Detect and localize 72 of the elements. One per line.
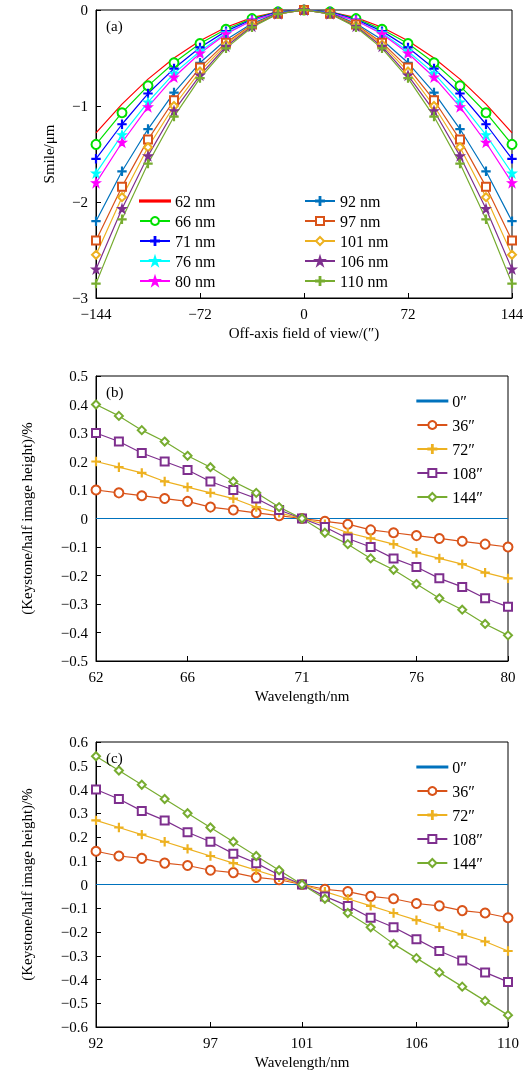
y-tick-label: −0.3 bbox=[60, 947, 88, 964]
legend-label: 108″ bbox=[452, 830, 484, 848]
legend-label: 80 nm bbox=[175, 272, 216, 290]
y-tick-label: 0.3 bbox=[69, 425, 88, 441]
y-tick-label: −0.4 bbox=[60, 971, 89, 988]
x-tick-label: 71 bbox=[294, 668, 310, 685]
x-tick-label: −72 bbox=[188, 305, 212, 322]
y-tick-label: 0.5 bbox=[69, 757, 88, 774]
y-tick-label: 0.3 bbox=[69, 805, 88, 822]
legend-label: 144″ bbox=[452, 854, 484, 872]
x-tick-label: 92 bbox=[88, 1034, 104, 1051]
y-tick-label: −0.4 bbox=[60, 624, 89, 641]
y-tick-label: 0.5 bbox=[69, 368, 88, 384]
legend-label: 36″ bbox=[452, 416, 476, 434]
x-tick-label: 97 bbox=[202, 1034, 219, 1051]
y-tick-label: −0.1 bbox=[60, 900, 88, 917]
legend-label: 36″ bbox=[452, 782, 476, 800]
y-tick-label: 0.6 bbox=[69, 734, 89, 750]
x-tick-label: 72 bbox=[400, 305, 416, 322]
legend-label: 92 nm bbox=[340, 192, 381, 210]
y-tick-label: −0.5 bbox=[60, 995, 88, 1012]
annotation: (c) bbox=[106, 749, 123, 767]
legend-label: 101 nm bbox=[340, 232, 389, 250]
y-tick-label: −0.2 bbox=[60, 567, 88, 584]
legend-label: 108″ bbox=[452, 464, 484, 482]
y-tick-label: 0.1 bbox=[69, 482, 88, 498]
x-tick-label: 144 bbox=[500, 305, 524, 322]
y-tick-label: −0.6 bbox=[60, 1019, 89, 1035]
legend-label: 0″ bbox=[452, 758, 468, 776]
y-axis-title: Smile/μm bbox=[40, 124, 57, 184]
y-tick-label: −0.2 bbox=[60, 924, 88, 940]
y-tick-label: −0.1 bbox=[60, 539, 88, 555]
y-tick-label: −2 bbox=[72, 194, 88, 210]
x-axis-title: Wavelength/nm bbox=[254, 1054, 350, 1071]
y-tick-label: 0.4 bbox=[69, 781, 89, 798]
legend-label: 62 nm bbox=[175, 192, 216, 210]
y-tick-label: 0.4 bbox=[69, 396, 89, 413]
y-tick-label: −0.5 bbox=[60, 653, 88, 669]
x-tick-label: 76 bbox=[408, 668, 425, 685]
legend-label: 97 nm bbox=[340, 212, 381, 230]
x-axis-title: Wavelength/nm bbox=[254, 688, 350, 705]
x-tick-label: 62 bbox=[88, 668, 104, 685]
y-tick-label: 0 bbox=[80, 876, 88, 893]
legend-label: 72″ bbox=[452, 806, 476, 824]
x-tick-label: 0 bbox=[300, 305, 308, 322]
legend-label: 106 nm bbox=[340, 252, 389, 270]
y-tick-label: 0.1 bbox=[69, 852, 88, 869]
y-tick-label: −3 bbox=[72, 290, 88, 306]
y-tick-label: −1 bbox=[72, 98, 88, 114]
legend-label: 110 nm bbox=[340, 272, 389, 290]
x-tick-label: 80 bbox=[500, 668, 516, 685]
x-tick-label: 101 bbox=[290, 1034, 314, 1051]
x-tick-label: 110 bbox=[497, 1034, 519, 1051]
x-tick-label: 106 bbox=[405, 1034, 429, 1051]
x-axis-title: Off-axis field of view/(″) bbox=[228, 325, 380, 343]
y-tick-label: 0.2 bbox=[69, 829, 88, 845]
x-tick-label: 66 bbox=[180, 668, 196, 685]
y-axis-title: (Keystone/half image height)/% bbox=[18, 788, 36, 981]
legend-label: 76 nm bbox=[175, 252, 216, 270]
y-tick-label: −0.3 bbox=[60, 596, 88, 612]
legend-label: 144″ bbox=[452, 488, 484, 506]
y-tick-label: 0.2 bbox=[69, 453, 88, 470]
annotation: (b) bbox=[106, 383, 124, 401]
legend-label: 72″ bbox=[452, 440, 476, 458]
legend-label: 71 nm bbox=[175, 232, 216, 250]
legend-label: 0″ bbox=[452, 392, 468, 410]
y-axis-title: (Keystone/half image height)/% bbox=[18, 422, 36, 615]
legend-label: 66 nm bbox=[175, 212, 216, 230]
y-tick-label: 0 bbox=[80, 510, 88, 527]
x-tick-label: −144 bbox=[80, 305, 112, 322]
annotation: (a) bbox=[106, 17, 123, 35]
y-tick-label: 0 bbox=[80, 2, 88, 18]
